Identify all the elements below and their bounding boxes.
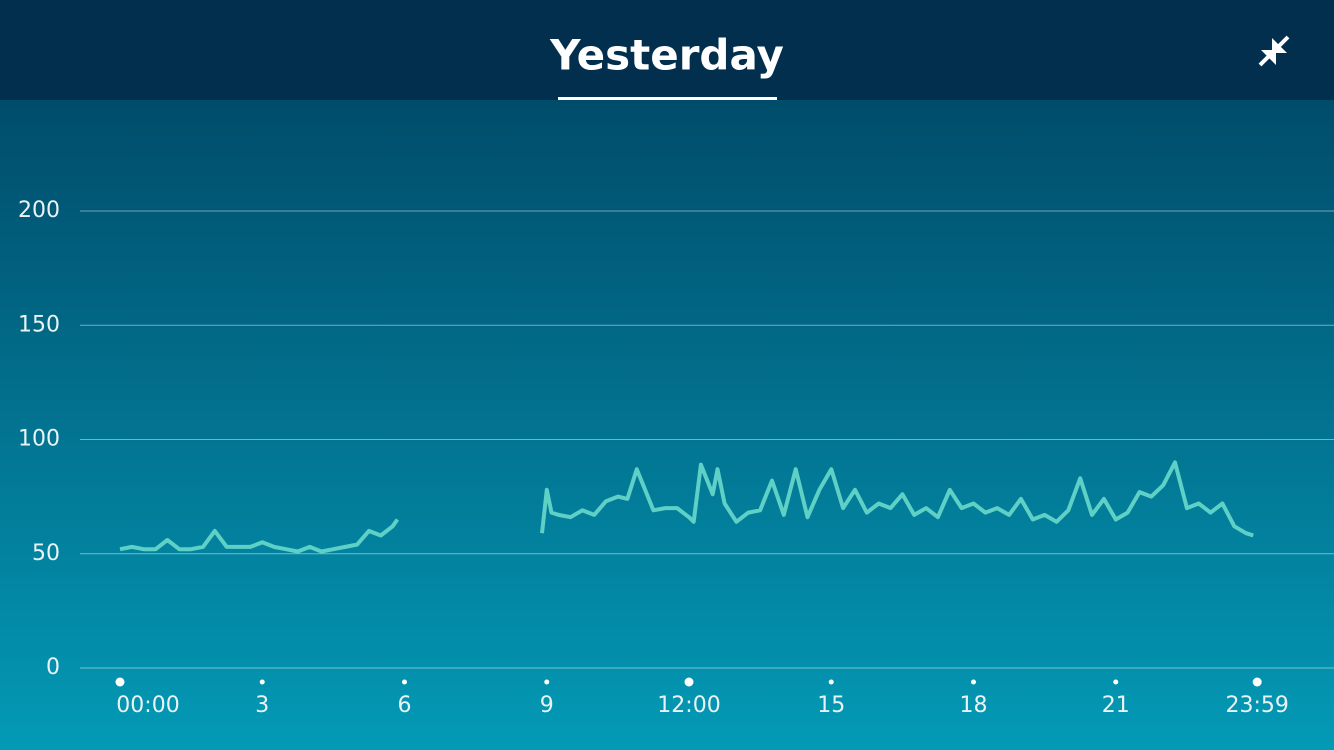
header-title[interactable]: Yesterday [549, 31, 784, 80]
x-tick-label: 18 [960, 693, 988, 718]
x-tick-label: 23:59 [1225, 693, 1288, 718]
x-tick-dot [115, 677, 125, 687]
x-tick-label: 6 [398, 693, 412, 718]
x-tick-dot [259, 679, 265, 685]
x-tick-label: 9 [540, 693, 554, 718]
x-tick-label: 00:00 [116, 693, 179, 718]
x-tick-dot [1113, 679, 1119, 685]
x-tick-label: 15 [817, 693, 845, 718]
y-tick-label: 200 [18, 198, 60, 223]
header-bar [0, 0, 1334, 100]
x-tick-dot [828, 679, 834, 685]
y-tick-label: 150 [18, 312, 60, 337]
y-tick-label: 0 [46, 655, 60, 680]
x-tick-dot [684, 677, 694, 687]
collapse-button[interactable] [1258, 35, 1290, 67]
y-tick-label: 100 [18, 427, 60, 452]
x-tick-dot [544, 679, 550, 685]
y-tick-label: 50 [32, 541, 60, 566]
x-tick-label: 12:00 [657, 693, 720, 718]
x-tick-dot [1252, 677, 1262, 687]
heart-rate-line [119, 460, 1254, 554]
tab-underline [558, 97, 777, 100]
x-tick-label: 3 [255, 693, 269, 718]
x-tick-dot [402, 679, 407, 685]
x-tick-dot [971, 679, 976, 685]
x-tick-label: 21 [1102, 693, 1130, 718]
